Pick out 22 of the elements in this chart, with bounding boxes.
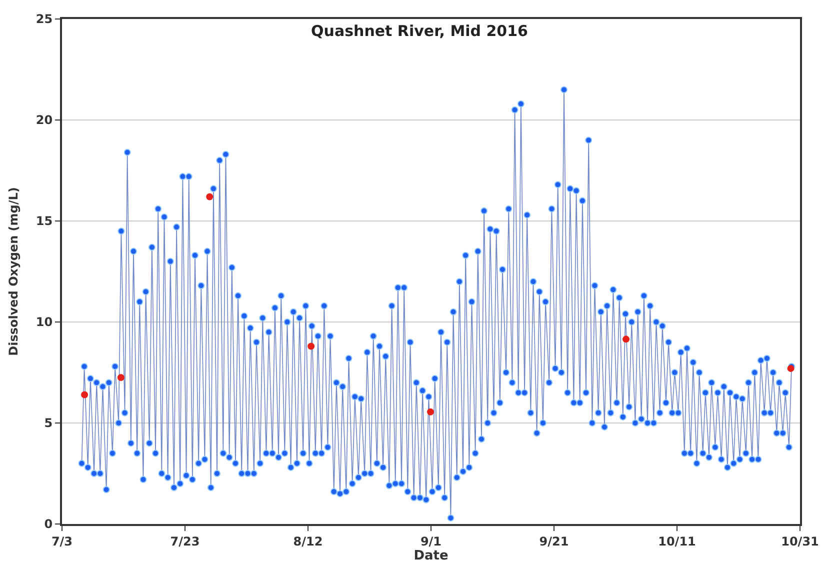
y-tick-label: 10 <box>36 315 53 330</box>
point <box>308 342 315 350</box>
x-tick-label: 10/31 <box>781 534 819 548</box>
point <box>206 193 214 200</box>
point <box>81 391 88 398</box>
point <box>622 336 630 343</box>
x-tick-label: 9/1 <box>420 534 442 548</box>
y-tick-label: 25 <box>36 12 53 26</box>
x-tick-label: 7/3 <box>51 534 73 548</box>
y-axis-title: Dissolved Oxygen (mg/L) <box>6 187 21 356</box>
x-tick-label: 8/12 <box>293 534 323 548</box>
point <box>117 374 124 382</box>
y-tick-label: 5 <box>44 416 53 430</box>
y-tick-label: 15 <box>36 214 53 228</box>
y-tick-label: 20 <box>36 113 53 128</box>
x-axis-title: Date <box>414 548 448 564</box>
y-tick-label: 0 <box>44 517 53 532</box>
point <box>426 408 434 416</box>
chart-title: Quashnet River, Mid 2016 <box>311 22 528 40</box>
x-tick-label: 7/23 <box>170 534 200 548</box>
x-tick-label: 9/21 <box>539 534 569 548</box>
x-tick-label: 10/11 <box>658 534 696 548</box>
